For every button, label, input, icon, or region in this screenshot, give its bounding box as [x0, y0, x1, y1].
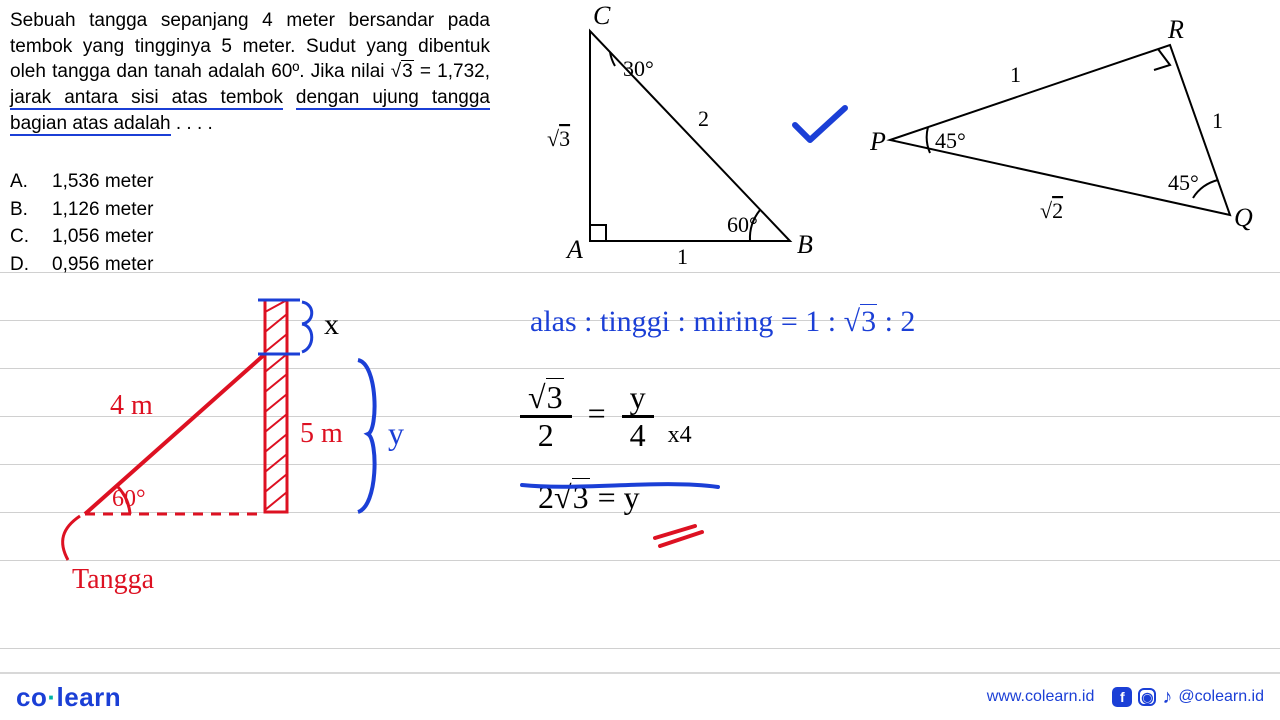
abc-A: A [565, 235, 583, 264]
pqr-side-pr: 1 [1010, 62, 1021, 87]
abc-side-ab: 1 [677, 244, 688, 266]
footer: co·learn www.colearn.id f ◉ ♪ @colearn.i… [0, 672, 1280, 720]
abc-side-ac: √3 [547, 126, 570, 151]
ladder-angle: 60° [112, 486, 146, 512]
abc-B: B [797, 230, 813, 259]
option-c: C.1,056 meter [10, 223, 153, 251]
facebook-icon[interactable]: f [1112, 687, 1132, 707]
y-label: y [388, 415, 404, 451]
pqr-side-pq: √2 [1040, 198, 1063, 223]
pqr-P: P [870, 127, 886, 156]
option-b: B.1,126 meter [10, 196, 153, 224]
q-under-1: jarak antara sisi atas tembok [10, 87, 283, 110]
option-d: D.0,956 meter [10, 251, 153, 279]
answer-options: A.1,536 meter B.1,126 meter C.1,056 mete… [10, 168, 153, 278]
social-icons: f ◉ ♪ @colearn.id [1112, 686, 1264, 709]
pqr-R: R [1167, 20, 1184, 44]
triangle-pqr-diagram: P R Q 45° 45° 1 1 √2 [870, 20, 1270, 260]
x-label: x [324, 308, 339, 341]
abc-angle-c: 30° [623, 56, 654, 81]
instagram-icon[interactable]: ◉ [1138, 688, 1156, 706]
tangga-label: Tangga [72, 564, 155, 595]
wall-h: 5 m [300, 418, 343, 449]
abc-side-bc: 2 [698, 106, 709, 131]
ladder-sketch: 60° 4 m x 5 m y Tangga [40, 292, 420, 602]
abc-angle-b: 60° [727, 212, 758, 237]
hand-ratio: alas : tinggi : miring = 1 : 3 : 2 [530, 305, 915, 339]
logo: co·learn [16, 682, 121, 713]
ladder-len: 4 m [110, 390, 153, 421]
question-text: Sebuah tangga sepanjang 4 meter bersanda… [10, 8, 490, 136]
hand-equation: 32 = y4 x4 23 = y [520, 380, 692, 516]
q-eq: = 1,732, [414, 61, 490, 82]
tiktok-icon[interactable]: ♪ [1162, 686, 1172, 709]
pqr-angle-q: 45° [1168, 170, 1199, 195]
pqr-angle-p: 45° [935, 128, 966, 153]
checkmark-icon [790, 100, 850, 155]
pqr-side-rq: 1 [1212, 108, 1223, 133]
q-dots: . . . . [171, 113, 213, 134]
footer-url[interactable]: www.colearn.id [987, 688, 1095, 706]
option-a: A.1,536 meter [10, 168, 153, 196]
q-sqrt: 3 [391, 59, 414, 85]
pqr-Q: Q [1234, 203, 1253, 232]
abc-C: C [593, 6, 611, 30]
social-handle[interactable]: @colearn.id [1178, 688, 1264, 706]
